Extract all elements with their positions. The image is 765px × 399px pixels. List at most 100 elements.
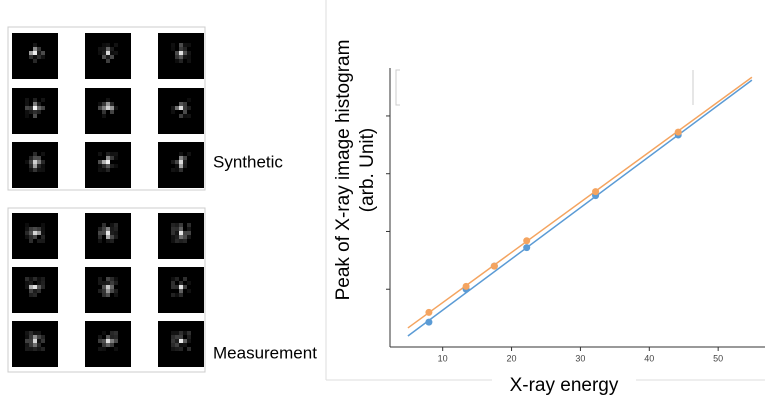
pixel	[110, 164, 114, 168]
pixel	[110, 51, 114, 55]
pixel	[29, 331, 33, 335]
pixel	[187, 339, 191, 343]
pixel	[175, 231, 179, 235]
pixel	[98, 231, 102, 235]
pixel	[171, 331, 175, 335]
pixel	[171, 43, 175, 47]
pixel	[98, 47, 102, 51]
pixel	[37, 343, 41, 347]
pixel	[98, 152, 102, 156]
pixel	[102, 114, 106, 118]
x-tick-label: 20	[507, 353, 517, 363]
pixel	[187, 98, 191, 102]
pixel	[187, 289, 191, 293]
pixel	[110, 102, 114, 106]
pixel	[41, 281, 45, 285]
pixel	[171, 227, 175, 231]
pixel	[41, 335, 45, 339]
pixel	[106, 281, 110, 285]
pixel	[110, 343, 114, 347]
pixel	[179, 335, 183, 339]
pixel	[106, 160, 110, 164]
pixel	[33, 43, 37, 47]
pixel	[41, 164, 45, 168]
pixel	[102, 339, 106, 343]
pixel	[25, 343, 29, 347]
pixel	[25, 160, 29, 164]
pixel	[41, 168, 45, 172]
pixel	[183, 110, 187, 114]
pixel	[29, 160, 33, 164]
pixel	[106, 235, 110, 239]
pixel	[33, 152, 37, 156]
pixel	[183, 285, 187, 289]
pixel	[29, 168, 33, 172]
pixel	[37, 347, 41, 351]
pixel	[171, 339, 175, 343]
pixel	[106, 102, 110, 106]
pixel	[106, 339, 110, 343]
pixel	[179, 293, 183, 297]
pixel	[171, 106, 175, 110]
pixel	[110, 223, 114, 227]
pixel	[179, 339, 183, 343]
pixel	[175, 285, 179, 289]
x-axis-label: X-ray energy	[510, 375, 619, 396]
pixel	[106, 51, 110, 55]
pixel	[106, 164, 110, 168]
pixel	[171, 47, 175, 51]
pixel	[29, 164, 33, 168]
pixel	[33, 102, 37, 106]
pixel	[98, 106, 102, 110]
pixel	[29, 156, 33, 160]
pixel	[171, 160, 175, 164]
y-axis-label: (arb. Unit)	[357, 128, 378, 212]
pixel	[98, 227, 102, 231]
pixel	[41, 160, 45, 164]
data-point	[592, 188, 599, 195]
pixel	[179, 51, 183, 55]
pixel	[106, 335, 110, 339]
pixel	[25, 347, 29, 351]
pixel	[114, 51, 118, 55]
pixel	[37, 102, 41, 106]
pixel	[179, 285, 183, 289]
pixel	[179, 343, 183, 347]
figure: Synthetic Measurement Peak of X-ray imag…	[0, 0, 765, 399]
pixel	[41, 227, 45, 231]
pixel	[33, 231, 37, 235]
pixel	[41, 339, 45, 343]
pixel	[37, 160, 41, 164]
pixel	[37, 55, 41, 59]
pixel	[179, 168, 183, 172]
pixel	[29, 285, 33, 289]
pixel	[110, 110, 114, 114]
pixel	[33, 114, 37, 118]
pixel	[106, 343, 110, 347]
pixel	[37, 285, 41, 289]
pixel	[106, 47, 110, 51]
pixel	[33, 335, 37, 339]
pixel	[175, 343, 179, 347]
pixel	[183, 231, 187, 235]
pixel	[33, 235, 37, 239]
pixel	[183, 106, 187, 110]
pixel	[37, 106, 41, 110]
pixel	[25, 277, 29, 281]
pixel	[25, 285, 29, 289]
pixel	[33, 164, 37, 168]
pixel	[175, 293, 179, 297]
pixel	[114, 331, 118, 335]
pixel	[25, 223, 29, 227]
fit-line	[408, 80, 752, 336]
x-tick-label: 30	[575, 353, 585, 363]
pixel	[33, 289, 37, 293]
pixel	[175, 164, 179, 168]
pixel	[37, 289, 41, 293]
pixel	[106, 289, 110, 293]
pixel	[33, 285, 37, 289]
data-point	[463, 283, 470, 290]
pixel	[33, 98, 37, 102]
pixel	[41, 231, 45, 235]
pixel	[106, 231, 110, 235]
